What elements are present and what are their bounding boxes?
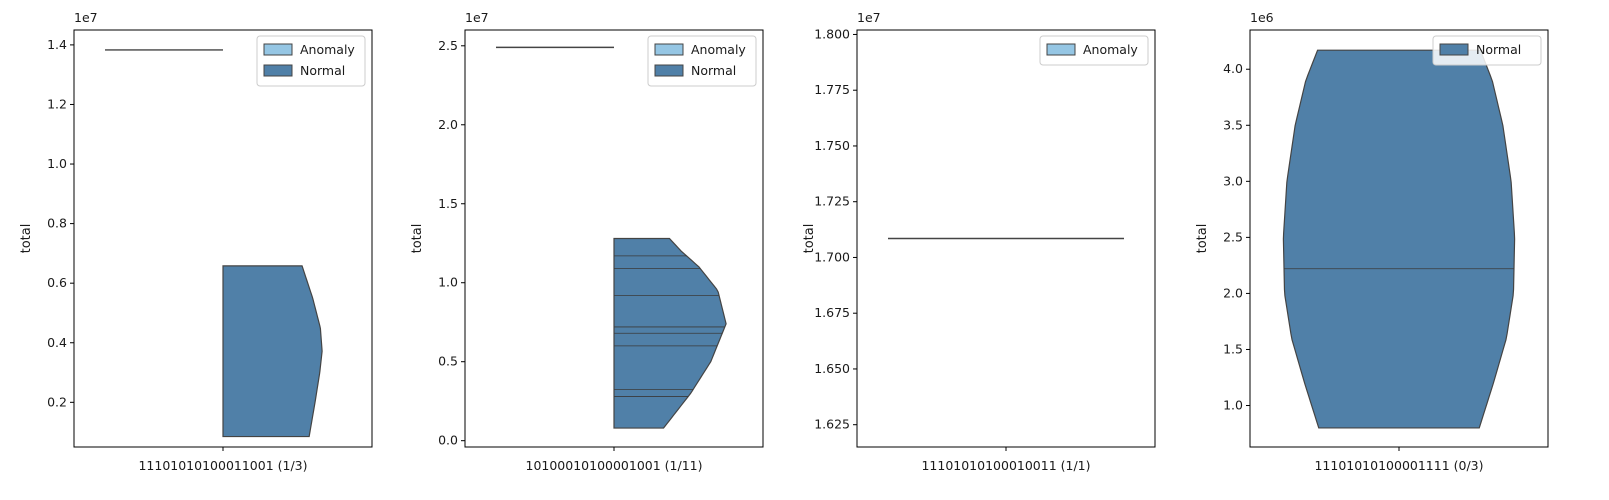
y-tick-label: 1.5 bbox=[1223, 341, 1243, 356]
violin-normal-body bbox=[222, 265, 323, 438]
legend-box bbox=[1039, 35, 1149, 66]
y-tick-label: 1.0 bbox=[47, 156, 67, 171]
y-tick-label: 1.675 bbox=[814, 305, 850, 320]
legend: Anomaly Normal bbox=[256, 35, 366, 87]
legend-swatch-anomaly bbox=[1046, 43, 1076, 56]
y-tick-label: 2.0 bbox=[438, 117, 458, 132]
x-tick-label: 11101010100001111 (0/3) bbox=[1314, 458, 1483, 473]
offset-text: 1e6 bbox=[1250, 10, 1274, 25]
y-tick-label: 1.800 bbox=[814, 26, 850, 41]
y-tick-label: 1.750 bbox=[814, 138, 850, 153]
y-tick-label: 0.5 bbox=[438, 354, 458, 369]
y-axis-label: total bbox=[410, 224, 425, 254]
offset-text: 1e7 bbox=[74, 10, 98, 25]
y-tick-label: 4.0 bbox=[1223, 61, 1243, 76]
legend: Anomaly Normal bbox=[647, 35, 757, 87]
legend-swatch-anomaly bbox=[263, 43, 293, 56]
x-tick-label: 11101010100010011 (1/1) bbox=[921, 458, 1090, 473]
legend-swatch-normal bbox=[654, 64, 684, 77]
x-tick-label: 11101010100011001 (1/3) bbox=[138, 458, 307, 473]
y-tick-label: 1.625 bbox=[814, 417, 850, 432]
y-tick-label: 1.650 bbox=[814, 361, 850, 376]
legend-box bbox=[1432, 35, 1542, 66]
y-axis-label: total bbox=[802, 224, 817, 254]
y-tick-label: 0.2 bbox=[47, 394, 67, 409]
y-tick-label: 3.5 bbox=[1223, 117, 1243, 132]
y-axis-label: total bbox=[1195, 224, 1210, 254]
legend-label: Normal bbox=[1476, 42, 1521, 57]
y-tick-label: 1.775 bbox=[814, 82, 850, 97]
legend-label: Normal bbox=[300, 63, 345, 78]
y-tick-label: 0.4 bbox=[47, 335, 67, 350]
y-tick-label: 2.5 bbox=[438, 38, 458, 53]
legend: Normal bbox=[1432, 35, 1542, 66]
y-axis-label: total bbox=[19, 224, 34, 254]
y-tick-label: 1.700 bbox=[814, 249, 850, 264]
y-tick-label: 2.0 bbox=[1223, 285, 1243, 300]
violin-normal-body bbox=[1282, 49, 1516, 429]
y-tick-label: 1.5 bbox=[438, 196, 458, 211]
offset-text: 1e7 bbox=[857, 10, 881, 25]
x-tick-label: 10100010100001001 (1/11) bbox=[526, 458, 703, 473]
y-tick-label: 1.725 bbox=[814, 194, 850, 209]
legend-label: Anomaly bbox=[1083, 42, 1138, 57]
y-tick-label: 3.0 bbox=[1223, 173, 1243, 188]
subplot-3: 1.625 1.650 1.675 1.700 1.725 1.750 1.775 1.800… bbox=[802, 10, 1156, 473]
y-tick-label: 1.2 bbox=[47, 96, 67, 111]
legend: Anomaly bbox=[1039, 35, 1149, 66]
y-tick-label: 2.5 bbox=[1223, 229, 1243, 244]
y-tick-label: 0.0 bbox=[438, 433, 458, 448]
legend-label: Anomaly bbox=[300, 42, 355, 57]
legend-swatch-anomaly bbox=[654, 43, 684, 56]
legend-swatch-normal bbox=[1439, 43, 1469, 56]
y-tick-label: 1.0 bbox=[438, 275, 458, 290]
y-tick-label: 1.0 bbox=[1223, 398, 1243, 413]
subplot-4: 1.0 1.5 2.0 2.5 3.0 3.5 4.0 11101010100001111 (… bbox=[1195, 10, 1549, 473]
y-tick-label: 0.8 bbox=[47, 216, 67, 231]
y-tick-label: 0.6 bbox=[47, 275, 67, 290]
legend-label: Normal bbox=[691, 63, 736, 78]
legend-swatch-normal bbox=[263, 64, 293, 77]
y-tick-label: 1.4 bbox=[47, 37, 67, 52]
subplot-1: 0.2 0.4 0.6 0.8 1.0 1.2 1.4 11101010100011001 (… bbox=[19, 10, 373, 473]
subplot-2: 0.0 0.5 1.0 1.5 2.0 2.5 10100010100001001 (1/1… bbox=[410, 10, 764, 473]
legend-label: Anomaly bbox=[691, 42, 746, 57]
offset-text: 1e7 bbox=[465, 10, 489, 25]
